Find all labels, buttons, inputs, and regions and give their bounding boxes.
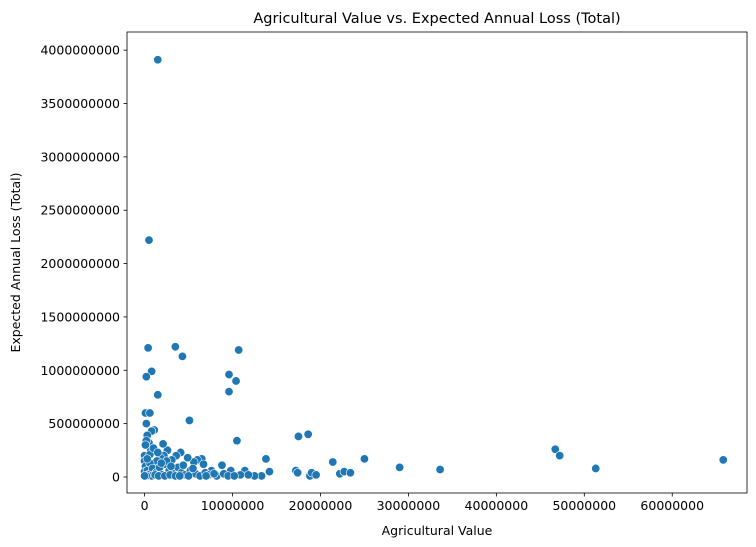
x-tick-label: 30000000 [377,498,441,513]
data-point [232,436,242,446]
y-tick-label: 1000000000 [40,363,120,378]
data-point [140,471,150,481]
data-point [158,439,168,449]
data-point [166,461,176,471]
data-point [153,55,163,65]
data-point [153,447,163,457]
data-point [261,454,271,464]
x-axis-ticks: 0 10000000 20000000 30000000 40000000 5000000… [141,493,704,513]
data-point [184,471,194,481]
y-axis-label: Expected Annual Loss (Total) [8,172,23,352]
x-axis-label: Agricultural Value [382,523,493,538]
data-point [183,453,193,463]
data-point [435,465,445,475]
data-point [328,457,338,467]
x-tick-label: 50000000 [552,498,616,513]
data-point [550,444,560,454]
data-point [345,468,355,478]
data-point [293,468,303,478]
data-point [177,351,187,361]
data-point [144,235,154,245]
data-point [178,460,188,470]
chart-title: Agricultural Value vs. Expected Annual L… [253,11,620,27]
data-point [142,454,152,464]
y-tick-label: 3500000000 [40,96,120,111]
plot-frame [126,31,748,494]
x-tick-label: 10000000 [201,498,265,513]
data-point [243,470,253,480]
data-point [201,471,211,481]
x-tick-label: 0 [141,498,149,513]
data-point [264,467,274,477]
data-point [147,366,157,376]
x-tick-label: 40000000 [465,498,529,513]
x-tick-label: 20000000 [289,498,353,513]
data-point [231,376,241,386]
data-point [293,431,303,441]
y-tick-label: 500000000 [48,416,120,431]
data-point [217,460,227,470]
data-point [188,463,198,473]
data-point [153,390,163,400]
data-point [199,459,209,469]
y-tick-label: 2500000000 [40,203,120,218]
data-point [234,345,244,355]
data-point [303,429,313,439]
data-point [718,455,728,465]
y-tick-label: 2000000000 [40,256,120,271]
data-point [229,471,239,481]
points-layer [140,55,728,481]
data-point [170,342,180,352]
data-point [395,462,405,472]
y-tick-label: 4000000000 [40,43,120,58]
data-point [359,454,369,464]
y-tick-label: 0 [112,469,120,484]
data-point [175,471,185,481]
data-point [143,343,153,353]
data-point [555,451,565,461]
data-point [141,372,151,382]
data-point [140,440,150,450]
data-point [224,370,234,380]
x-tick-label: 60000000 [640,498,704,513]
data-point [209,469,219,479]
data-point [311,470,321,480]
data-point [591,463,601,473]
data-point [145,408,155,418]
data-point [184,415,194,425]
y-tick-label: 3000000000 [40,149,120,164]
data-point [156,458,166,468]
y-axis-ticks: 0 500000000 1000000000 1500000000 2000000000… [40,43,127,484]
y-tick-label: 1500000000 [40,309,120,324]
data-point [141,419,151,429]
data-point [224,387,234,397]
